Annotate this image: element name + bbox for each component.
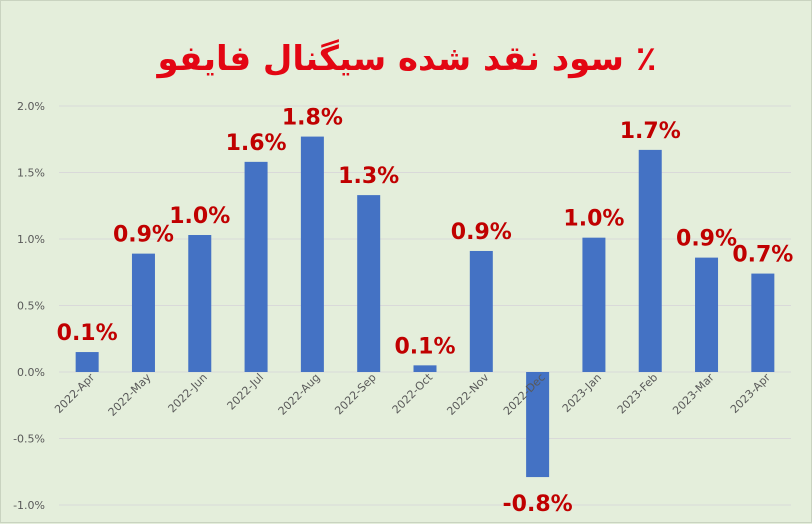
bar xyxy=(244,161,268,372)
data-label: 0.1% xyxy=(57,321,118,346)
category-label: 2022-Nov xyxy=(444,371,491,418)
y-tick-label: -0.5% xyxy=(13,433,45,446)
bar xyxy=(131,253,155,372)
category-label: 2022-Jul xyxy=(225,371,267,413)
bar xyxy=(413,365,437,372)
category-label: 2023-Mar xyxy=(670,371,717,418)
bar xyxy=(582,237,606,372)
data-label: 0.1% xyxy=(394,334,455,359)
data-label: 1.3% xyxy=(338,164,399,189)
gridlines xyxy=(59,105,791,506)
bar xyxy=(357,195,381,372)
bar xyxy=(695,257,719,372)
y-tick-label: 0.0% xyxy=(17,366,45,379)
bar xyxy=(188,235,212,372)
data-label: 0.9% xyxy=(113,223,174,248)
data-label: -0.8% xyxy=(503,492,573,517)
category-label: 2022-Oct xyxy=(390,370,436,416)
data-label: 0.9% xyxy=(676,227,737,252)
y-tick-label: 1.0% xyxy=(17,233,45,246)
x-axis: 2022-Apr 2022-May 2022-Jun 2022-Jul 2022-Aug… xyxy=(52,370,773,418)
category-label: 2022-Jun xyxy=(166,371,210,415)
y-tick-label: 0.5% xyxy=(17,300,45,313)
bar xyxy=(751,273,775,372)
data-label: 1.0% xyxy=(169,204,230,229)
data-label: 0.7% xyxy=(732,243,793,268)
category-label: 2023-Apr xyxy=(728,371,773,416)
bar xyxy=(526,372,550,478)
category-label: 2022-Sep xyxy=(332,371,378,417)
bar xyxy=(469,250,493,372)
chart-title: ٪ سود نقد شده سیگنال فایفو xyxy=(157,39,657,79)
bars xyxy=(75,136,775,478)
data-label: 1.0% xyxy=(563,207,624,232)
category-label: 2022-Aug xyxy=(276,371,323,418)
y-axis: 2.0% 1.5% 1.0% 0.5% 0.0% -0.5% -1.0% xyxy=(13,100,45,512)
bar xyxy=(638,149,662,372)
data-label: 1.6% xyxy=(226,131,287,156)
category-label: 2023-Jan xyxy=(560,371,604,415)
y-tick-label: 2.0% xyxy=(17,100,45,113)
data-label: 0.9% xyxy=(451,220,512,245)
data-label: 1.8% xyxy=(282,106,343,131)
data-label: 1.7% xyxy=(620,119,681,144)
category-label: 2023-Feb xyxy=(615,371,661,417)
y-tick-label: 1.5% xyxy=(17,167,45,180)
category-label: 2022-Apr xyxy=(52,371,97,416)
bar xyxy=(300,136,324,372)
bar xyxy=(75,352,99,372)
category-label: 2022-May xyxy=(106,371,154,419)
data-labels: 0.1%0.9%1.0%1.6%1.8%1.3%0.1%0.9%-0.8%1.0… xyxy=(57,106,794,517)
y-tick-label: -1.0% xyxy=(13,499,45,512)
